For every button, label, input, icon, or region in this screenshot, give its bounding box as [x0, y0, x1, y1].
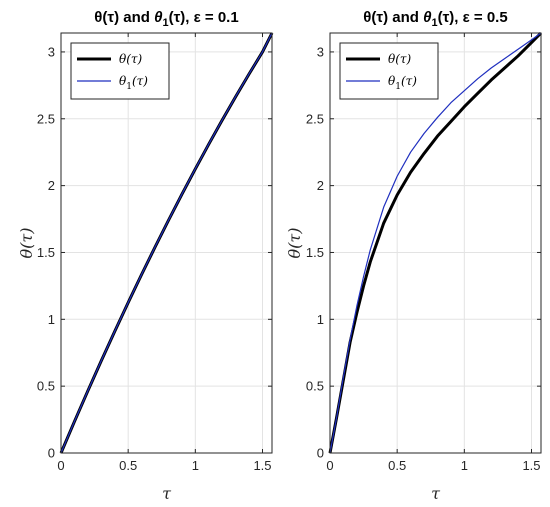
title-text: (τ), ε = 0.5 — [438, 9, 508, 26]
title-text: (τ), ε = 0.1 — [169, 9, 239, 26]
y-tick-label: 0 — [48, 446, 55, 461]
legend-label-text: θ — [119, 74, 127, 88]
legend: θ(τ)θ1(τ) — [70, 42, 170, 100]
series-line-theta — [328, 31, 543, 454]
title-text: θ(τ) and — [94, 9, 154, 26]
title-subscript: 1 — [162, 17, 168, 29]
x-tick-label: 1 — [192, 458, 199, 473]
chart-panel-2: 0 0.5 1 1.500.511.522.53θ(τ) and θ1(τ), ε =… — [285, 9, 543, 503]
legend: θ(τ)θ1(τ) — [339, 42, 439, 100]
legend-label-text: θ(τ) — [119, 52, 143, 66]
y-tick-label: 2.5 — [37, 111, 55, 126]
chart-title: θ(τ) and θ1(τ), ε = 0.1 — [94, 9, 238, 29]
y-tick-label: 1.5 — [306, 245, 324, 260]
y-tick-label: 3 — [317, 44, 324, 59]
y-tick-label: 0 — [317, 446, 324, 461]
legend-label-text: (τ) — [132, 74, 148, 88]
x-tick-label: 1.5 — [253, 458, 271, 473]
y-tick-label: 2 — [317, 178, 324, 193]
legend-box — [70, 42, 170, 100]
legend-label-text: θ — [388, 74, 396, 88]
x-tick-label: 0.5 — [388, 458, 406, 473]
x-tick-label: 0.5 — [119, 458, 137, 473]
y-tick-label: 2 — [48, 178, 55, 193]
y-tick-label: 0.5 — [37, 379, 55, 394]
title-text: θ(τ) and — [363, 9, 423, 26]
legend-label-subscript: 1 — [395, 82, 401, 92]
series-line-theta1 — [60, 32, 273, 454]
y-tick-label: 3 — [48, 44, 55, 59]
legend-label: θ1(τ) — [388, 74, 417, 92]
y-tick-label: 2.5 — [306, 111, 324, 126]
legend-label: θ(τ) — [119, 52, 143, 66]
legend-label: θ(τ) — [388, 52, 412, 66]
x-axis-label: τ — [162, 484, 172, 503]
legend-label-subscript: 1 — [126, 82, 132, 92]
title-text: θ — [154, 9, 163, 26]
y-axis-label: θ(τ) — [285, 228, 304, 259]
y-tick-label: 1.5 — [37, 245, 55, 260]
plot-area — [61, 33, 272, 453]
legend-label-text: (τ) — [401, 74, 417, 88]
axes-box — [329, 32, 542, 454]
title-subscript: 1 — [431, 17, 437, 29]
y-axis-label: θ(τ) — [17, 228, 36, 259]
x-tick-label: 0 — [57, 458, 64, 473]
title-text: θ — [423, 9, 432, 26]
chart-title: θ(τ) and θ1(τ), ε = 0.5 — [363, 9, 507, 29]
y-tick-label: 1 — [48, 312, 55, 327]
y-tick-label: 0.5 — [306, 379, 324, 394]
y-tick-label: 1 — [317, 312, 324, 327]
legend-box — [339, 42, 439, 100]
chart-panel-1: 0 0.5 1 1.500.511.522.53θ(τ) and θ1(τ), ε =… — [17, 9, 274, 503]
plot-area — [330, 33, 541, 453]
series-line-theta1 — [329, 32, 542, 454]
x-axis-label: τ — [431, 484, 441, 503]
legend-label: θ1(τ) — [119, 74, 148, 92]
x-tick-label: 1.5 — [522, 458, 540, 473]
x-tick-label: 1 — [461, 458, 468, 473]
legend-label-text: θ(τ) — [388, 52, 412, 66]
axes-box — [60, 32, 273, 454]
x-tick-label: 0 — [326, 458, 333, 473]
